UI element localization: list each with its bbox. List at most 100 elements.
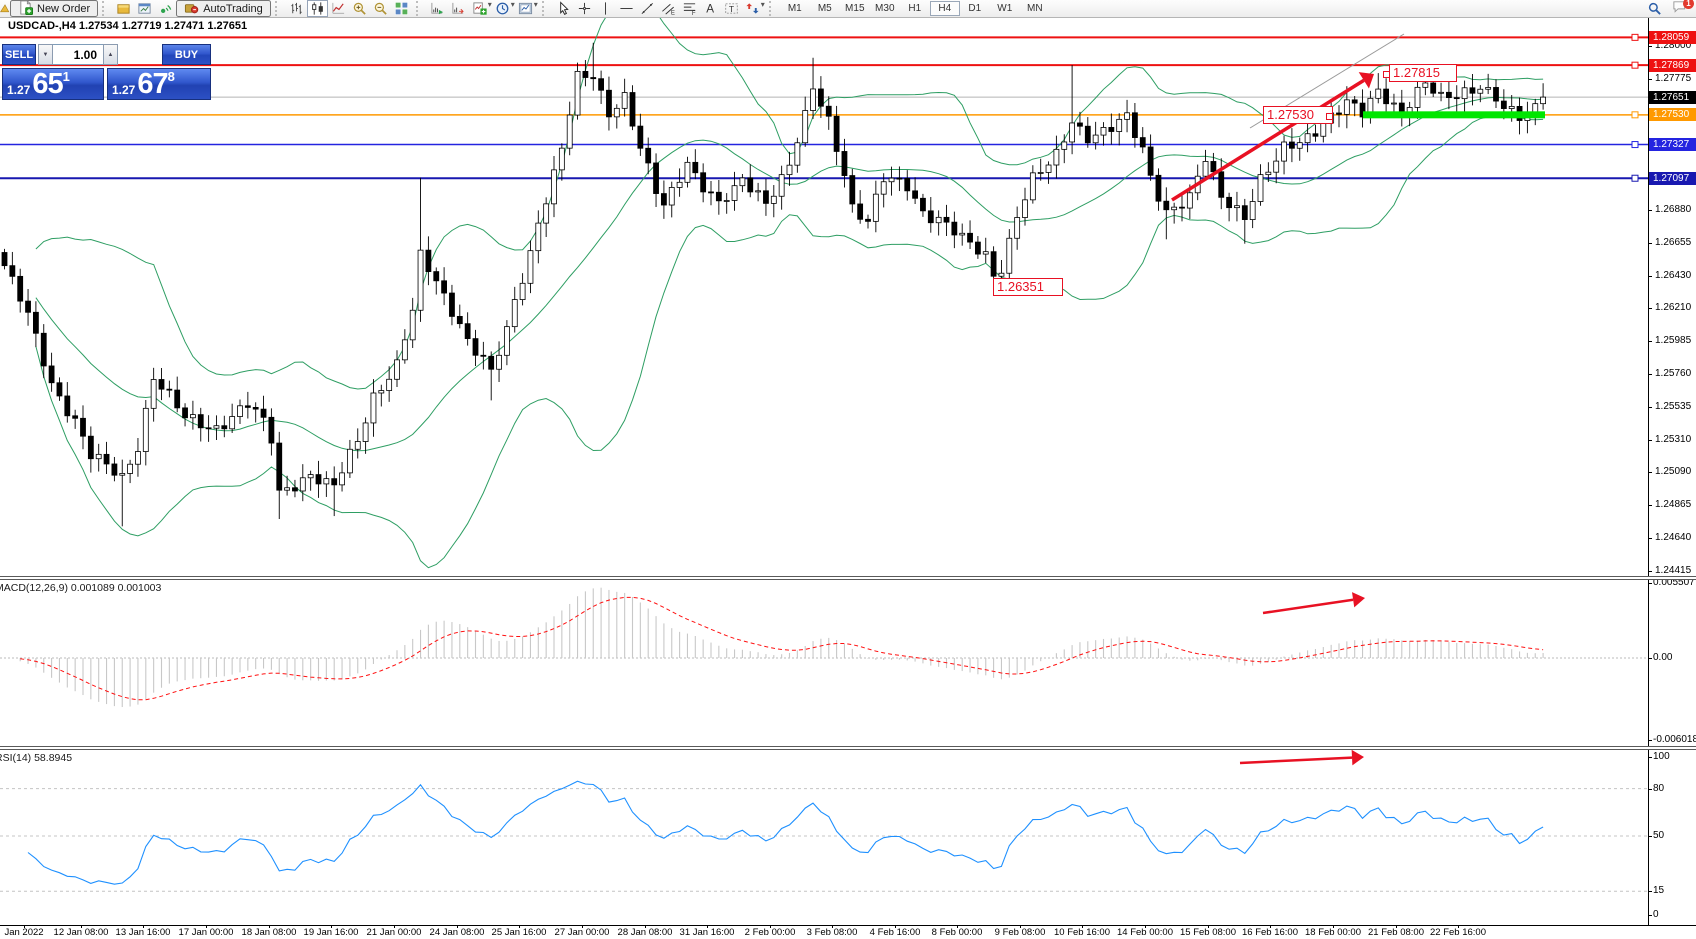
horizontal-line-icon[interactable] [616, 0, 637, 17]
macd-pane[interactable] [0, 580, 1648, 746]
text-icon[interactable]: A [700, 0, 721, 17]
rsi-axis-tick [1648, 915, 1652, 916]
price-level-badge: 1.27651 [1649, 90, 1696, 104]
level-handle[interactable] [1631, 111, 1639, 119]
channel-icon[interactable]: E [658, 0, 679, 17]
cursor-icon[interactable] [553, 0, 574, 17]
terminal-box-icon[interactable] [113, 0, 134, 17]
time-axis-label: 4 Feb 16:00 [869, 927, 921, 938]
annotation-price-label[interactable]: 1.27530 [1263, 106, 1333, 124]
volume-increase-button[interactable]: ▲ [103, 44, 118, 65]
price-level-badge: 1.27869 [1649, 58, 1696, 72]
rsi-axis-label: 100 [1653, 751, 1670, 762]
zoom-out-icon[interactable] [370, 0, 391, 17]
clock-icon[interactable] [492, 0, 513, 17]
timeframe-h4[interactable]: H4 [929, 1, 960, 16]
rsi-axis-tick [1648, 836, 1652, 837]
buy-price-display[interactable]: 1.27 67 8 [107, 68, 211, 100]
sell-button[interactable]: SELL [2, 44, 36, 65]
time-axis-label: 25 Jan 16:00 [491, 927, 547, 938]
time-axis-label: 28 Jan 08:00 [617, 927, 673, 938]
chat-icon[interactable]: 1 [1669, 0, 1694, 17]
level-handle[interactable] [1631, 174, 1639, 182]
zoom-in-icon[interactable] [349, 0, 370, 17]
timeframe-m5[interactable]: M5 [817, 3, 832, 14]
time-axis-label: 18 Jan 08:00 [241, 927, 297, 938]
price-tick-label: 1.25090 [1655, 466, 1692, 478]
annotation-price-label[interactable]: 1.26351 [993, 278, 1063, 296]
level-handle[interactable] [1631, 61, 1639, 69]
sell-price-display[interactable]: 1.27 65 1 [2, 68, 104, 100]
one-click-trading-panel: SELL ▼ 1.00 ▲ BUY 1.27 65 1 1.27 67 8 [2, 44, 211, 100]
price-tick [1648, 374, 1652, 376]
trend-arrow[interactable] [1262, 598, 1354, 615]
new-chart-icon[interactable] [469, 0, 490, 17]
time-axis-tick [457, 925, 458, 928]
time-axis-tick [519, 925, 520, 928]
buy-price-pip: 8 [167, 69, 175, 84]
price-tick [1648, 439, 1652, 441]
level-handle[interactable] [1631, 141, 1639, 149]
crosshair-icon[interactable] [574, 0, 595, 17]
arrows-icon-dropdown[interactable]: ▾ [760, 0, 765, 9]
toolbar-separator [102, 1, 110, 16]
chart-profile-icon-dropdown[interactable]: ▾ [533, 0, 538, 9]
annotation-handle[interactable] [1326, 113, 1333, 120]
time-axis-border [0, 925, 1696, 926]
price-tick [1648, 275, 1652, 277]
auto-scroll-icon[interactable] [427, 0, 448, 17]
trend-arrow[interactable] [1171, 78, 1365, 202]
timeframe-m15[interactable]: M15 [845, 3, 865, 14]
price-tick-label: 1.28000 [1655, 40, 1692, 51]
time-axis-tick [645, 925, 646, 928]
annotation-handle[interactable] [1383, 71, 1390, 78]
volume-decrease-button[interactable]: ▼ [38, 44, 53, 65]
trend-arrow[interactable] [1239, 756, 1353, 765]
bar-chart-icon[interactable] [286, 0, 307, 17]
buy-price-big: 67 [137, 68, 168, 100]
rsi-pane[interactable] [0, 750, 1648, 925]
timeframe-d1[interactable]: D1 [968, 3, 982, 14]
rsi-axis-label: 0 [1653, 909, 1659, 920]
time-axis-label: 27 Jan 00:00 [554, 927, 610, 938]
timeframe-w1[interactable]: W1 [997, 3, 1013, 14]
pane-separator[interactable] [0, 746, 1696, 750]
clock-icon-dropdown[interactable]: ▾ [510, 0, 515, 9]
price-level-badge: 1.27327 [1649, 138, 1696, 152]
vertical-line-icon[interactable] [595, 0, 616, 17]
annotation-price-label[interactable]: 1.27815 [1389, 64, 1457, 82]
line-chart-icon[interactable] [328, 0, 349, 17]
timeframe-m1[interactable]: M1 [787, 3, 802, 14]
timeframe-mn[interactable]: MN [1027, 3, 1043, 14]
sell-price-big: 65 [32, 68, 63, 100]
search-icon[interactable] [1644, 0, 1665, 17]
volume-input[interactable]: 1.00 [53, 44, 103, 65]
trendline-icon[interactable] [637, 0, 658, 17]
support-zone-bar[interactable] [1363, 111, 1545, 119]
price-tick [1648, 570, 1652, 572]
fibonacci-icon[interactable]: F [679, 0, 700, 17]
chart-profile-icon[interactable] [515, 0, 536, 17]
chart-shift-icon[interactable] [448, 0, 469, 17]
time-axis-tick [394, 925, 395, 928]
arrows-icon[interactable] [742, 0, 763, 17]
price-tick-label: 1.26210 [1655, 302, 1692, 314]
autotrading-button[interactable]: AutoTrading [176, 0, 271, 17]
signals-icon[interactable] [155, 0, 176, 17]
buy-price-prefix: 1.27 [112, 83, 136, 97]
pane-separator[interactable] [0, 576, 1696, 580]
bollinger-upper-band [35, 18, 1544, 390]
tile-windows-icon[interactable] [391, 0, 412, 17]
toolbar-separator [768, 1, 777, 16]
label-icon[interactable]: T [721, 0, 742, 17]
price-chart-pane[interactable] [0, 18, 1648, 576]
new-chart-icon-dropdown[interactable]: ▾ [487, 0, 492, 9]
timeframe-m30[interactable]: M30 [875, 3, 895, 14]
new-order-button[interactable]: New Order [10, 0, 99, 17]
timeframe-h1[interactable]: H1 [908, 3, 922, 14]
buy-button[interactable]: BUY [162, 44, 211, 65]
candlestick-icon[interactable] [306, 0, 328, 17]
level-handle[interactable] [1631, 33, 1639, 41]
strategy-window-icon[interactable] [134, 0, 155, 17]
bollinger-middle-band [35, 96, 1544, 452]
